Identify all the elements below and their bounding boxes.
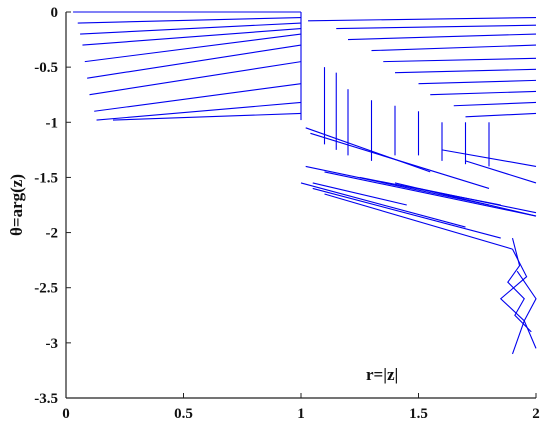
series-line-19 xyxy=(418,187,537,214)
y-tick-label: -2.5 xyxy=(34,281,58,297)
series-line-37 xyxy=(465,112,537,118)
y-tick-label: -2 xyxy=(46,226,59,242)
series-line-10 xyxy=(112,112,302,121)
series-line-15 xyxy=(324,171,537,217)
series-line-33 xyxy=(394,68,537,74)
series-line-22 xyxy=(300,182,466,228)
series-line-7 xyxy=(89,61,302,96)
series-line-21 xyxy=(465,160,537,184)
series-line-31 xyxy=(371,44,537,52)
series-line-29 xyxy=(336,24,537,30)
y-tick-label: -3.5 xyxy=(34,391,58,407)
tick-layer: 0 0.5 1 1.5 2 0 -0.5 -1 -1.5 -2 -2.5 -3 -3.5 xyxy=(34,5,540,422)
series-layer xyxy=(73,11,537,355)
x-tick-label: 2 xyxy=(532,406,540,422)
y-tick-label: 0 xyxy=(51,5,59,21)
series-line-35 xyxy=(430,90,537,96)
y-tick-label: -0.5 xyxy=(34,60,58,76)
series-line-2 xyxy=(77,16,302,24)
series-line-4 xyxy=(82,27,302,46)
series-line-36 xyxy=(453,101,537,107)
series-line-34 xyxy=(418,79,537,85)
r-annotation: r=|z| xyxy=(366,365,398,384)
series-line-28 xyxy=(308,16,537,22)
series-line-5 xyxy=(84,33,302,63)
series-line-12 xyxy=(305,127,431,173)
series-line-13 xyxy=(310,132,490,189)
x-tick-label: 0 xyxy=(62,406,70,422)
y-tick-label: -1.5 xyxy=(34,170,58,186)
x-tick-label: 1.5 xyxy=(409,406,428,422)
y-axis-label: θ=arg(z) xyxy=(7,174,26,236)
series-line-23 xyxy=(312,187,501,239)
series-line-16 xyxy=(312,182,407,206)
y-tick-label: -1 xyxy=(46,115,59,131)
series-line-6 xyxy=(87,44,302,79)
series-line-27 xyxy=(516,270,537,349)
series-line-26 xyxy=(499,248,528,355)
series-line-30 xyxy=(347,33,537,41)
series-line-8 xyxy=(94,83,302,112)
x-tick-label: 0.5 xyxy=(174,406,193,422)
x-tick-label: 1 xyxy=(297,406,305,422)
series-line-24 xyxy=(324,193,513,250)
series-line-9 xyxy=(96,101,302,121)
series-line-14 xyxy=(305,165,490,206)
y-tick-label: -3 xyxy=(46,336,59,352)
series-line-3 xyxy=(80,22,302,35)
series-line-32 xyxy=(383,57,537,63)
